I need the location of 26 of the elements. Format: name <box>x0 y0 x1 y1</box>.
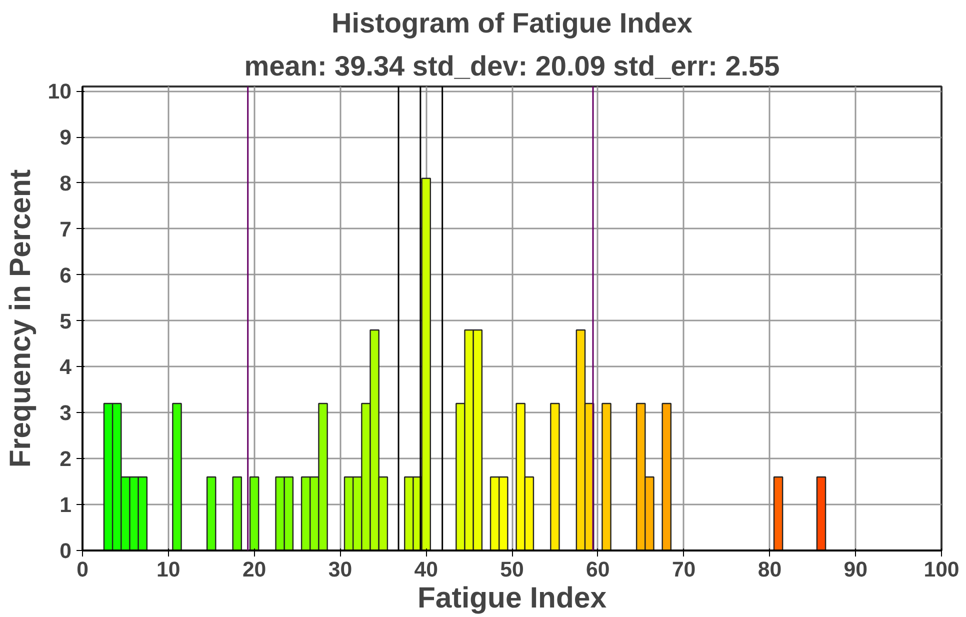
y-tick-label: 5 <box>60 309 72 334</box>
x-tick-label: 70 <box>672 558 696 582</box>
y-tick-label: 3 <box>60 401 72 426</box>
x-tick-label: 90 <box>844 558 868 582</box>
chart-title: Histogram of Fatigue Index <box>332 8 693 38</box>
y-tick-label: 10 <box>48 80 72 104</box>
x-tick-label: 100 <box>924 558 960 582</box>
x-tick-label: 50 <box>500 558 524 582</box>
y-axis-title: Frequency in Percent <box>4 169 37 468</box>
y-tick-label: 4 <box>60 355 72 380</box>
y-tick-label: 7 <box>60 217 72 242</box>
x-tick-label: 60 <box>586 558 610 582</box>
x-axis-title: Fatigue Index <box>417 582 608 614</box>
x-tick-label: 0 <box>76 558 88 582</box>
x-tick-label: 30 <box>328 558 352 582</box>
x-tick-label: 20 <box>242 558 266 582</box>
x-tick-label: 80 <box>758 558 782 582</box>
y-tick-label: 6 <box>60 263 72 288</box>
x-tick-label: 10 <box>156 558 180 582</box>
x-tick-label: 40 <box>414 558 438 582</box>
y-tick-label: 9 <box>60 126 72 150</box>
chart-subtitle: mean: 39.34 std_dev: 20.09 std_err: 2.55 <box>244 50 780 82</box>
y-tick-label: 2 <box>60 447 72 472</box>
y-tick-label: 1 <box>60 493 72 518</box>
y-tick-label: 0 <box>60 539 72 563</box>
y-tick-label: 8 <box>60 171 72 196</box>
